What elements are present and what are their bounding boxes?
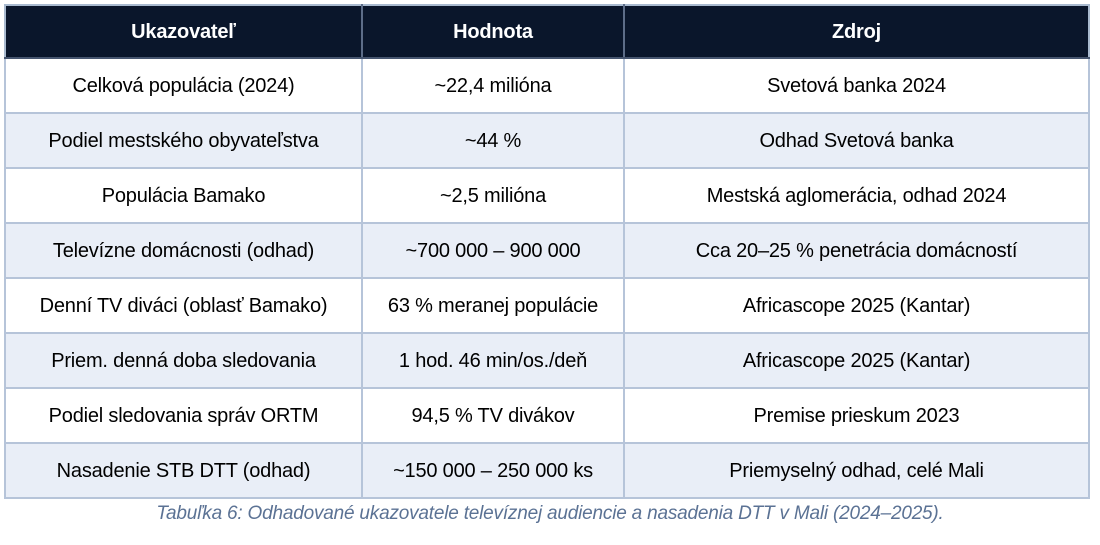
cell-value: ~22,4 milióna	[361, 57, 625, 114]
cell-indicator: Populácia Bamako	[4, 167, 363, 224]
table-row: Denní TV diváci (oblasť Bamako) 63 % mer…	[4, 277, 1090, 334]
cell-source: Cca 20–25 % penetrácia domácností	[623, 222, 1090, 279]
table-row: Podiel sledovania správ ORTM 94,5 % TV d…	[4, 387, 1090, 444]
cell-value: 1 hod. 46 min/os./deň	[361, 332, 625, 389]
cell-indicator: Celková populácia (2024)	[4, 57, 363, 114]
cell-indicator: Nasadenie STB DTT (odhad)	[4, 442, 363, 499]
column-header-source: Zdroj	[623, 5, 1090, 59]
table-row: Priem. denná doba sledovania 1 hod. 46 m…	[4, 332, 1090, 389]
cell-indicator: Podiel sledovania správ ORTM	[4, 387, 363, 444]
indicators-table: Ukazovateľ Hodnota Zdroj Celková populác…	[4, 4, 1090, 499]
cell-value: 94,5 % TV divákov	[361, 387, 625, 444]
cell-source: Africascope 2025 (Kantar)	[623, 332, 1090, 389]
cell-source: Premise prieskum 2023	[623, 387, 1090, 444]
cell-value: ~44 %	[361, 112, 625, 169]
table-header-row: Ukazovateľ Hodnota Zdroj	[4, 5, 1090, 59]
cell-source: Odhad Svetová banka	[623, 112, 1090, 169]
table-row: Podiel mestského obyvateľstva ~44 % Odha…	[4, 112, 1090, 169]
table-row: Televízne domácnosti (odhad) ~700 000 – …	[4, 222, 1090, 279]
table-row: Celková populácia (2024) ~22,4 milióna S…	[4, 57, 1090, 114]
cell-indicator: Priem. denná doba sledovania	[4, 332, 363, 389]
column-header-value: Hodnota	[361, 5, 625, 59]
cell-source: Africascope 2025 (Kantar)	[623, 277, 1090, 334]
cell-source: Priemyselný odhad, celé Mali	[623, 442, 1090, 499]
cell-indicator: Televízne domácnosti (odhad)	[4, 222, 363, 279]
table-caption: Tabuľka 6: Odhadované ukazovatele televí…	[156, 503, 944, 524]
cell-source: Svetová banka 2024	[623, 57, 1090, 114]
cell-value: 63 % meranej populácie	[361, 277, 625, 334]
cell-indicator: Denní TV diváci (oblasť Bamako)	[4, 277, 363, 334]
table-row: Nasadenie STB DTT (odhad) ~150 000 – 250…	[4, 442, 1090, 499]
cell-value: ~700 000 – 900 000	[361, 222, 625, 279]
column-header-indicator: Ukazovateľ	[4, 5, 363, 59]
cell-value: ~2,5 milióna	[361, 167, 625, 224]
cell-value: ~150 000 – 250 000 ks	[361, 442, 625, 499]
table-row: Populácia Bamako ~2,5 milióna Mestská ag…	[4, 167, 1090, 224]
cell-indicator: Podiel mestského obyvateľstva	[4, 112, 363, 169]
cell-source: Mestská aglomerácia, odhad 2024	[623, 167, 1090, 224]
